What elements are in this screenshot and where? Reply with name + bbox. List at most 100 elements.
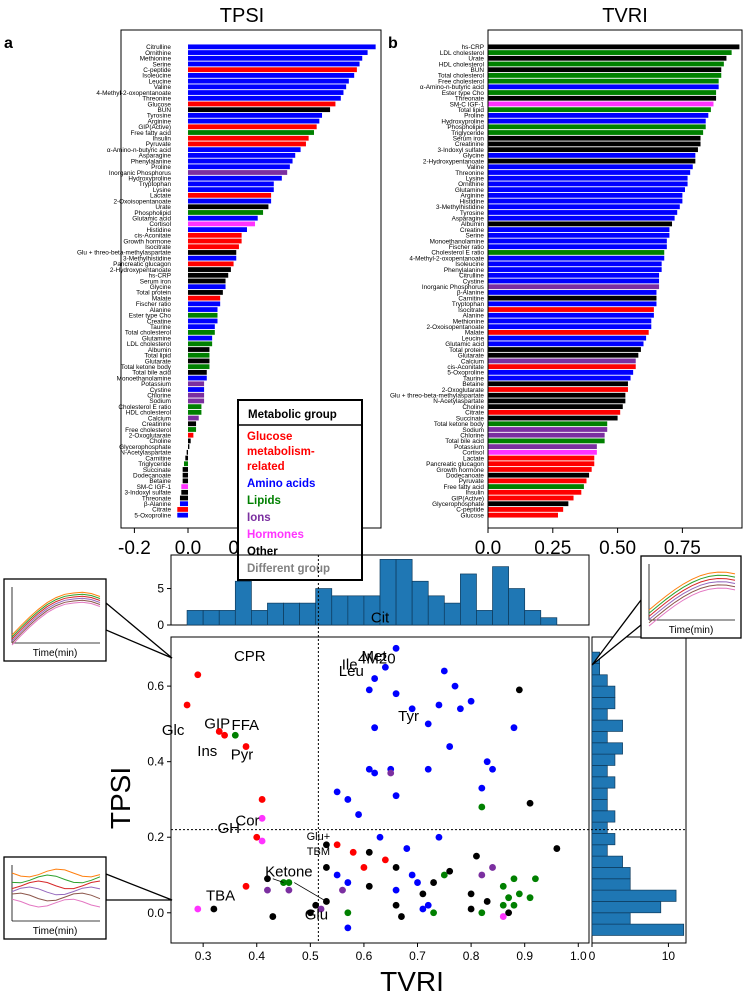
- tvri-category-label: cis-Aconitate: [447, 364, 484, 371]
- tpsi-category-label: 2-Oxoglutarate: [129, 432, 172, 439]
- tvri-category-label: 4-Methyl-2-oxopentanoate: [409, 255, 484, 262]
- panel-a-label: a: [4, 35, 13, 52]
- scatter-point: [344, 879, 352, 886]
- tpsi-category-label: Free cholesterol: [125, 427, 171, 434]
- scatter-point: [414, 879, 421, 886]
- legend-hormones: Hormones: [247, 529, 304, 541]
- right-hist-bar: [591, 844, 608, 857]
- tpsi-bar: [188, 250, 237, 255]
- tvri-category-label: Glycerophosphate: [432, 501, 484, 508]
- legend-title: Metabolic group: [248, 409, 337, 421]
- inset-pointer: [105, 873, 173, 901]
- scatter-annotation: Ins: [197, 743, 217, 760]
- scatter-point: [515, 890, 523, 898]
- tvri-category-label: Creatinine: [455, 141, 485, 148]
- tpsi-category-label: Citrate: [152, 507, 171, 514]
- tpsi-category-label: Total ketone body: [121, 364, 172, 371]
- tpsi-category-label: Urate: [155, 204, 171, 211]
- tpsi-bar: [188, 324, 215, 330]
- scatter-x-tick-label: 0.3: [195, 949, 212, 963]
- tpsi-bar: [188, 272, 229, 278]
- tvri-category-label: Citrate: [465, 410, 484, 417]
- scatter-point: [194, 905, 202, 913]
- tpsi-category-label: Isoleucine: [142, 73, 171, 80]
- scatter-point: [312, 901, 320, 909]
- tvri-category-label: Glutarate: [458, 353, 485, 360]
- tvri-bar: [488, 107, 711, 113]
- tvri-bar: [488, 84, 719, 90]
- tpsi-category-label: Glycine: [150, 284, 172, 291]
- tpsi-bar: [188, 101, 336, 107]
- tpsi-bar: [177, 512, 189, 518]
- top-hist-bar: [202, 610, 220, 626]
- tpsi-tick-label: -0.2: [118, 538, 151, 559]
- legend-glucose-line3: related: [247, 461, 285, 473]
- tvri-category-label: Citrulline: [459, 273, 484, 280]
- tvri-category-label: Creatine: [460, 227, 485, 234]
- inset-curve: [11, 898, 101, 908]
- tvri-category-label: C-peptide: [456, 507, 484, 514]
- scatter-point: [264, 886, 271, 894]
- tvri-category-label: Total bile acid: [445, 438, 484, 445]
- tpsi-category-label: Serine: [153, 61, 172, 68]
- tpsi-bar: [188, 192, 272, 198]
- tpsi-category-label: Alanine: [150, 307, 172, 314]
- inset-curve: [11, 593, 101, 638]
- tpsi-bar: [188, 335, 213, 341]
- tpsi-bar: [188, 118, 320, 124]
- scatter-point: [510, 875, 518, 883]
- right-hist-bar: [591, 787, 608, 800]
- tpsi-bar: [181, 489, 189, 495]
- tvri-category-label: Threonate: [455, 96, 485, 103]
- tvri-category-label: β-Alanine: [457, 290, 485, 297]
- scatter-point: [403, 845, 411, 852]
- tpsi-bar: [183, 461, 189, 467]
- tvri-bar: [488, 478, 587, 484]
- tpsi-category-label: 3-Indoxyl sulfate: [124, 490, 171, 497]
- inset-curve: [648, 571, 736, 611]
- scatter-y-tick-label: 0.4: [147, 755, 164, 769]
- tvri-bar: [488, 221, 673, 227]
- inset-curve: [11, 597, 101, 642]
- scatter-point: [381, 663, 389, 671]
- tvri-category-label: Ester type Cho: [442, 90, 485, 97]
- inset-curve: [11, 599, 101, 644]
- right-hist-bar: [591, 810, 616, 823]
- tvri-tick-label: 0.50: [599, 538, 636, 559]
- scatter-point: [430, 879, 437, 886]
- legend: Metabolic group Glucose metabolism- rela…: [237, 399, 363, 581]
- top-hist-tick-label: 5: [157, 582, 164, 596]
- top-hist-bar: [540, 617, 558, 626]
- scatter-point: [532, 875, 539, 883]
- tpsi-bar: [188, 210, 264, 215]
- scatter-point: [419, 905, 427, 913]
- tvri-category-label: Cortisol: [462, 450, 484, 457]
- tvri-category-label: Alanine: [463, 313, 485, 320]
- tpsi-category-label: Leucine: [149, 78, 172, 85]
- scatter-annotation: Leu: [339, 663, 364, 680]
- tpsi-category-label: Threonate: [142, 495, 172, 502]
- inset-frame: [3, 856, 107, 940]
- tvri-bar: [488, 198, 683, 204]
- scatter-annotation: Ile: [342, 657, 358, 674]
- tpsi-category-label: Glutamic acid: [132, 215, 171, 222]
- right-hist-bar: [591, 776, 616, 789]
- tpsi-category-label: Lysine: [153, 187, 172, 194]
- tvri-bar: [488, 307, 654, 312]
- tpsi-category-label: Histidine: [146, 227, 171, 234]
- top-hist-bar: [411, 580, 429, 626]
- tvri-bar: [488, 112, 709, 118]
- tvri-bar: [488, 495, 574, 501]
- tvri-tick-label: 0.25: [534, 538, 571, 559]
- inset-frame: [3, 578, 107, 662]
- legend-amino: Amino acids: [247, 478, 315, 490]
- tpsi-category-label: Total cholesterol: [125, 330, 171, 337]
- scatter-annotation: TBM: [307, 846, 330, 858]
- tpsi-bar: [188, 290, 223, 295]
- tvri-category-label: 5-Oxoproline: [447, 370, 484, 377]
- tvri-category-label: Taurine: [463, 375, 484, 382]
- tvri-bar: [488, 421, 608, 427]
- tvri-tick-label: 0.0: [475, 538, 501, 559]
- tpsi-category-label: Proline: [151, 164, 171, 171]
- tpsi-category-label: LDL cholesterol: [127, 341, 171, 348]
